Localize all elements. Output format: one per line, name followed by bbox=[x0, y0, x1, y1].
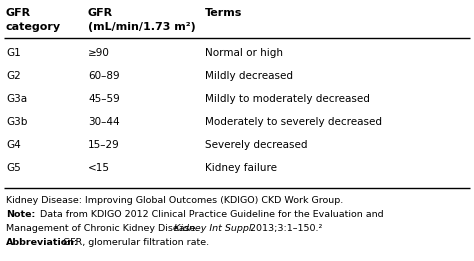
Text: Management of Chronic Kidney Disease.: Management of Chronic Kidney Disease. bbox=[6, 224, 201, 233]
Text: GFR, glomerular filtration rate.: GFR, glomerular filtration rate. bbox=[63, 238, 209, 247]
Text: G1: G1 bbox=[6, 48, 21, 58]
Text: 2013;3:1–150.²: 2013;3:1–150.² bbox=[247, 224, 322, 233]
Text: Kidney Int Suppl.: Kidney Int Suppl. bbox=[174, 224, 255, 233]
Text: Mildly decreased: Mildly decreased bbox=[205, 71, 293, 81]
Text: G3a: G3a bbox=[6, 94, 27, 104]
Text: Mildly to moderately decreased: Mildly to moderately decreased bbox=[205, 94, 370, 104]
Text: Moderately to severely decreased: Moderately to severely decreased bbox=[205, 117, 382, 127]
Text: Note:: Note: bbox=[6, 210, 35, 219]
Text: 45–59: 45–59 bbox=[88, 94, 120, 104]
Text: Abbreviation:: Abbreviation: bbox=[6, 238, 79, 247]
Text: 30–44: 30–44 bbox=[88, 117, 119, 127]
Text: (mL/min/1.73 m²): (mL/min/1.73 m²) bbox=[88, 22, 196, 32]
Text: G4: G4 bbox=[6, 140, 21, 150]
Text: Severely decreased: Severely decreased bbox=[205, 140, 308, 150]
Text: 15–29: 15–29 bbox=[88, 140, 120, 150]
Text: GFR: GFR bbox=[88, 8, 113, 18]
Text: Kidney failure: Kidney failure bbox=[205, 163, 277, 173]
Text: G5: G5 bbox=[6, 163, 21, 173]
Text: G3b: G3b bbox=[6, 117, 27, 127]
Text: GFR: GFR bbox=[6, 8, 31, 18]
Text: Terms: Terms bbox=[205, 8, 242, 18]
Text: Normal or high: Normal or high bbox=[205, 48, 283, 58]
Text: Data from KDIGO 2012 Clinical Practice Guideline for the Evaluation and: Data from KDIGO 2012 Clinical Practice G… bbox=[40, 210, 383, 219]
Text: <15: <15 bbox=[88, 163, 110, 173]
Text: 60–89: 60–89 bbox=[88, 71, 119, 81]
Text: ≥90: ≥90 bbox=[88, 48, 110, 58]
Text: Kidney Disease: Improving Global Outcomes (KDIGO) CKD Work Group.: Kidney Disease: Improving Global Outcome… bbox=[6, 196, 343, 205]
Text: category: category bbox=[6, 22, 61, 32]
Text: G2: G2 bbox=[6, 71, 21, 81]
